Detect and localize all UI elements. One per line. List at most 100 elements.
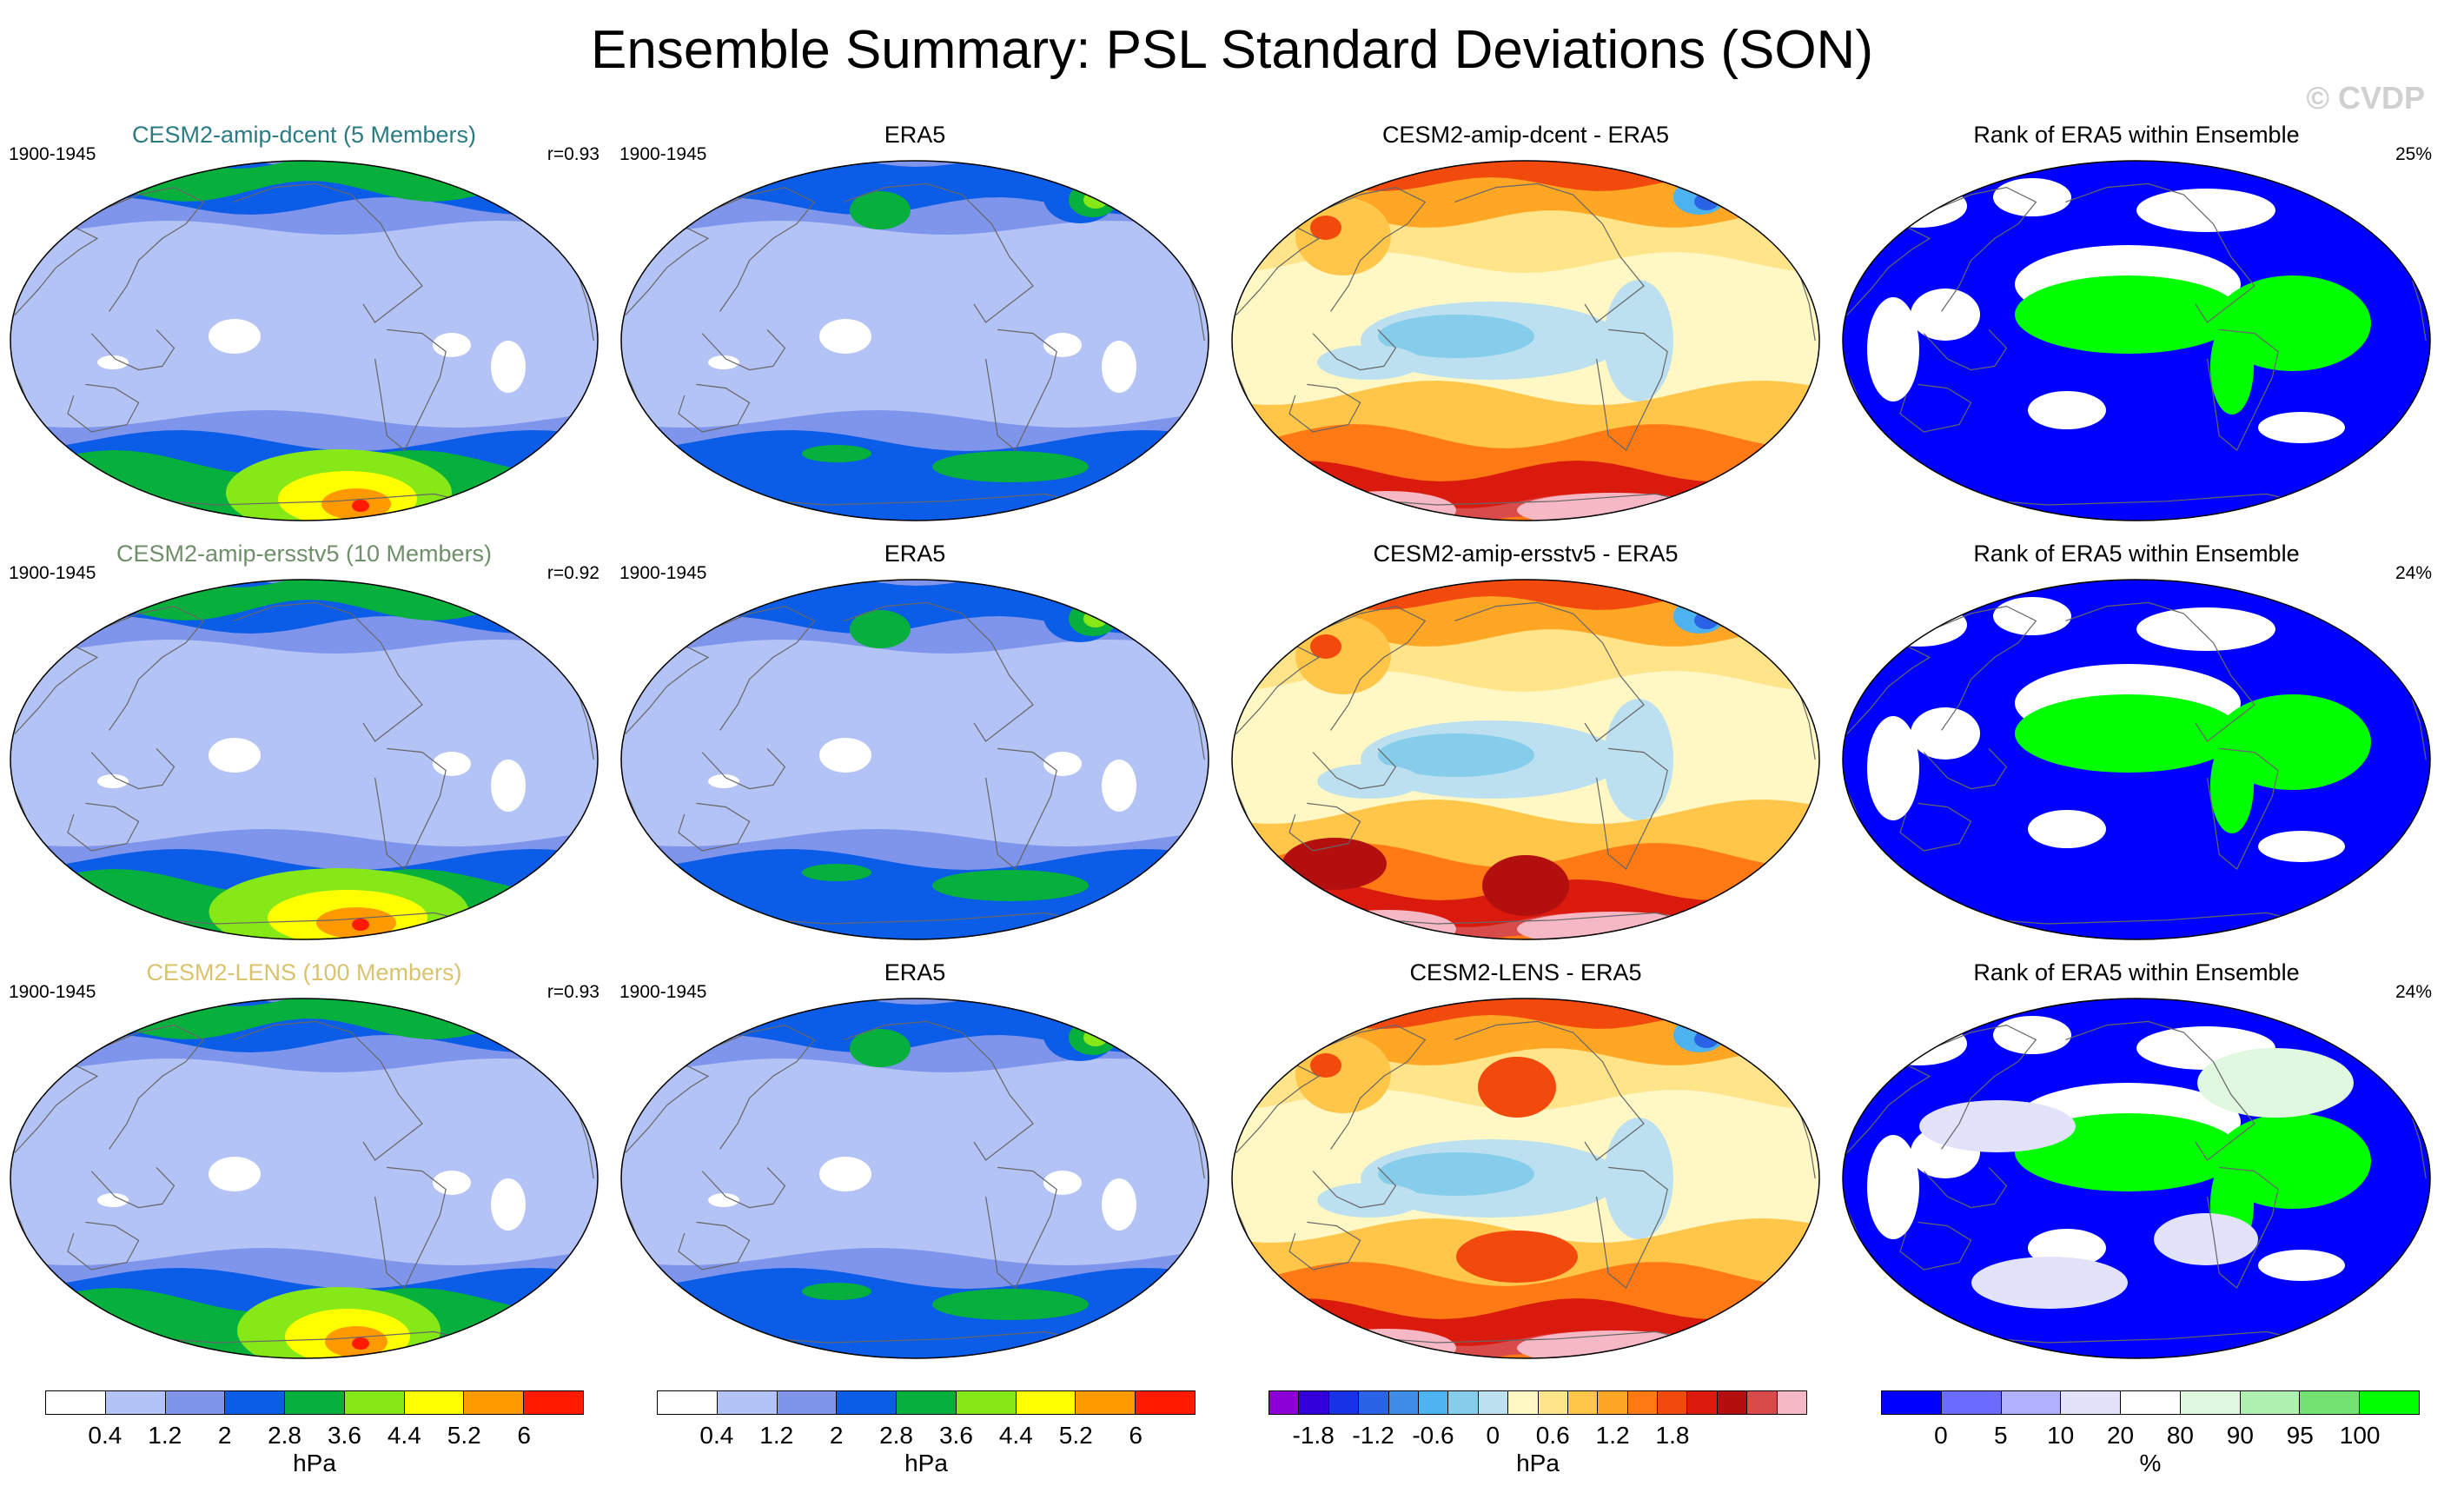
colorbar-tick-label: 5 (1993, 1422, 2008, 1449)
map-field (10, 999, 598, 1358)
coastline (1288, 383, 1361, 433)
colorbar-tick-label: 90 (2226, 1422, 2254, 1449)
coastline (233, 1020, 423, 1161)
colorbar-swatch (1687, 1391, 1718, 1414)
map-field-layer (97, 774, 129, 788)
colorbar-swatch (837, 1391, 898, 1414)
coastline (2313, 591, 2375, 622)
colorbar-swatch (1658, 1391, 1688, 1414)
colorbar-swatch (344, 1391, 405, 1414)
map-field-layer (2258, 1250, 2345, 1281)
map-field-layer (97, 355, 129, 369)
colorbar-swatch (956, 1391, 1017, 1414)
colorbar-swatch (1508, 1391, 1539, 1414)
map-border (1842, 998, 2431, 1359)
map-border (1231, 160, 1820, 521)
colorbar-swatch (2180, 1391, 2241, 1414)
coastline (90, 747, 176, 790)
colorbar-swatch (46, 1391, 106, 1414)
map-field-layer (1043, 752, 1082, 776)
map-field-layer (1317, 1183, 1421, 1218)
colorbar-boxes (657, 1390, 1196, 1415)
row2-model-map (10, 579, 599, 940)
colorbar-swatch (1448, 1391, 1479, 1414)
map-field-layer (708, 1193, 739, 1207)
colorbar-tick-label: 4.4 (998, 1422, 1033, 1449)
coastline (625, 1024, 816, 1154)
colorbar-tick-label: 1.2 (1595, 1422, 1630, 1449)
map-field-layer (850, 191, 911, 229)
row3-rank-title: Rank of ERA5 within Ensemble (1973, 959, 2300, 985)
row1-rank-map (1842, 160, 2431, 521)
colorbar-swatch (897, 1391, 957, 1414)
coastline (480, 172, 542, 203)
coastline (90, 328, 176, 371)
colorbar-swatch (524, 1391, 584, 1414)
coastlines (621, 591, 1205, 925)
row2-obs-period: 1900-1945 (619, 563, 707, 583)
coastline (625, 605, 816, 735)
map-field-layer (708, 774, 739, 788)
map-field-layer (2215, 275, 2371, 371)
colorbar-tick-label: 3.6 (938, 1422, 973, 1449)
coastline (985, 328, 1057, 451)
coastline (67, 1221, 140, 1271)
colorbar-tick-label: 0.4 (88, 1422, 123, 1449)
map-field-layer (802, 1283, 871, 1300)
colorbar-swatch (2121, 1391, 2181, 1414)
coastline (14, 1024, 205, 1154)
row2-model-period: 1900-1945 (9, 563, 96, 583)
map-field-layer (2210, 319, 2254, 415)
map-field-layer (2028, 391, 2106, 429)
map-field-layer (1482, 855, 1569, 916)
coastline (844, 1020, 1034, 1161)
colorbar-tick-label: 2 (829, 1422, 844, 1449)
coastline (1312, 747, 1397, 790)
row1-diff-title: CESM2-amip-dcent - ERA5 (1381, 122, 1670, 148)
colorbar-swatch (1717, 1391, 1748, 1414)
colorbar-tick-label: 2.8 (268, 1422, 302, 1449)
row1-rank-title: Rank of ERA5 within Ensemble (1973, 122, 2300, 148)
row3-diff-panel: CESM2-LENS - ERA5 (1222, 959, 1830, 1377)
colorbar-swatch (1016, 1391, 1076, 1414)
row3-rank-percent: 24% (2394, 982, 2432, 1002)
colorbar-swatch (1598, 1391, 1628, 1414)
row2-diff-panel: CESM2-amip-ersstv5 - ERA5 (1222, 541, 1830, 958)
colorbar-tick-label: 6 (1129, 1422, 1143, 1449)
coastline (1312, 328, 1397, 371)
colorbar-tick-label: 95 (2286, 1422, 2314, 1449)
colorbar-boxes (45, 1390, 584, 1415)
map-field-layer (97, 1193, 129, 1207)
coastline (233, 601, 423, 742)
map-field-layer (819, 738, 871, 773)
map-field-layer (209, 319, 261, 354)
colorbar-unit: hPa (904, 1450, 948, 1476)
map-field-layer (1478, 1057, 1556, 1118)
map-field (1843, 580, 2430, 939)
row1-model-period: 1900-1945 (9, 144, 96, 164)
coastline (678, 1221, 751, 1271)
coastline (2313, 172, 2375, 203)
colorbar-boxes (1881, 1390, 2420, 1415)
map-field-layer (1604, 1118, 1673, 1239)
coastline (1235, 186, 1427, 316)
coastline (701, 328, 786, 371)
coastline (67, 802, 140, 852)
row3-model-map (10, 998, 599, 1359)
map-field-layer (491, 760, 526, 812)
colorbar-swatch (1567, 1391, 1599, 1414)
coastline (1846, 1024, 2037, 1154)
coastline (1596, 328, 1668, 451)
colorbar-swatch (1299, 1391, 1329, 1414)
row1-model-map (10, 160, 599, 521)
row2-obs-map (620, 579, 1209, 940)
coastline (1702, 1010, 1764, 1041)
map-field-layer (1317, 764, 1421, 799)
row3-rank-panel: Rank of ERA5 within Ensemble 24% (1832, 959, 2441, 1377)
map-field-layer (1871, 603, 1967, 647)
row3-obs-title: ERA5 (884, 959, 946, 985)
colorbar-tick-label: 1.8 (1655, 1422, 1690, 1449)
colorbar-swatch (464, 1391, 525, 1414)
map-field-layer (1867, 297, 1919, 401)
map-field-layer (2197, 1048, 2354, 1118)
